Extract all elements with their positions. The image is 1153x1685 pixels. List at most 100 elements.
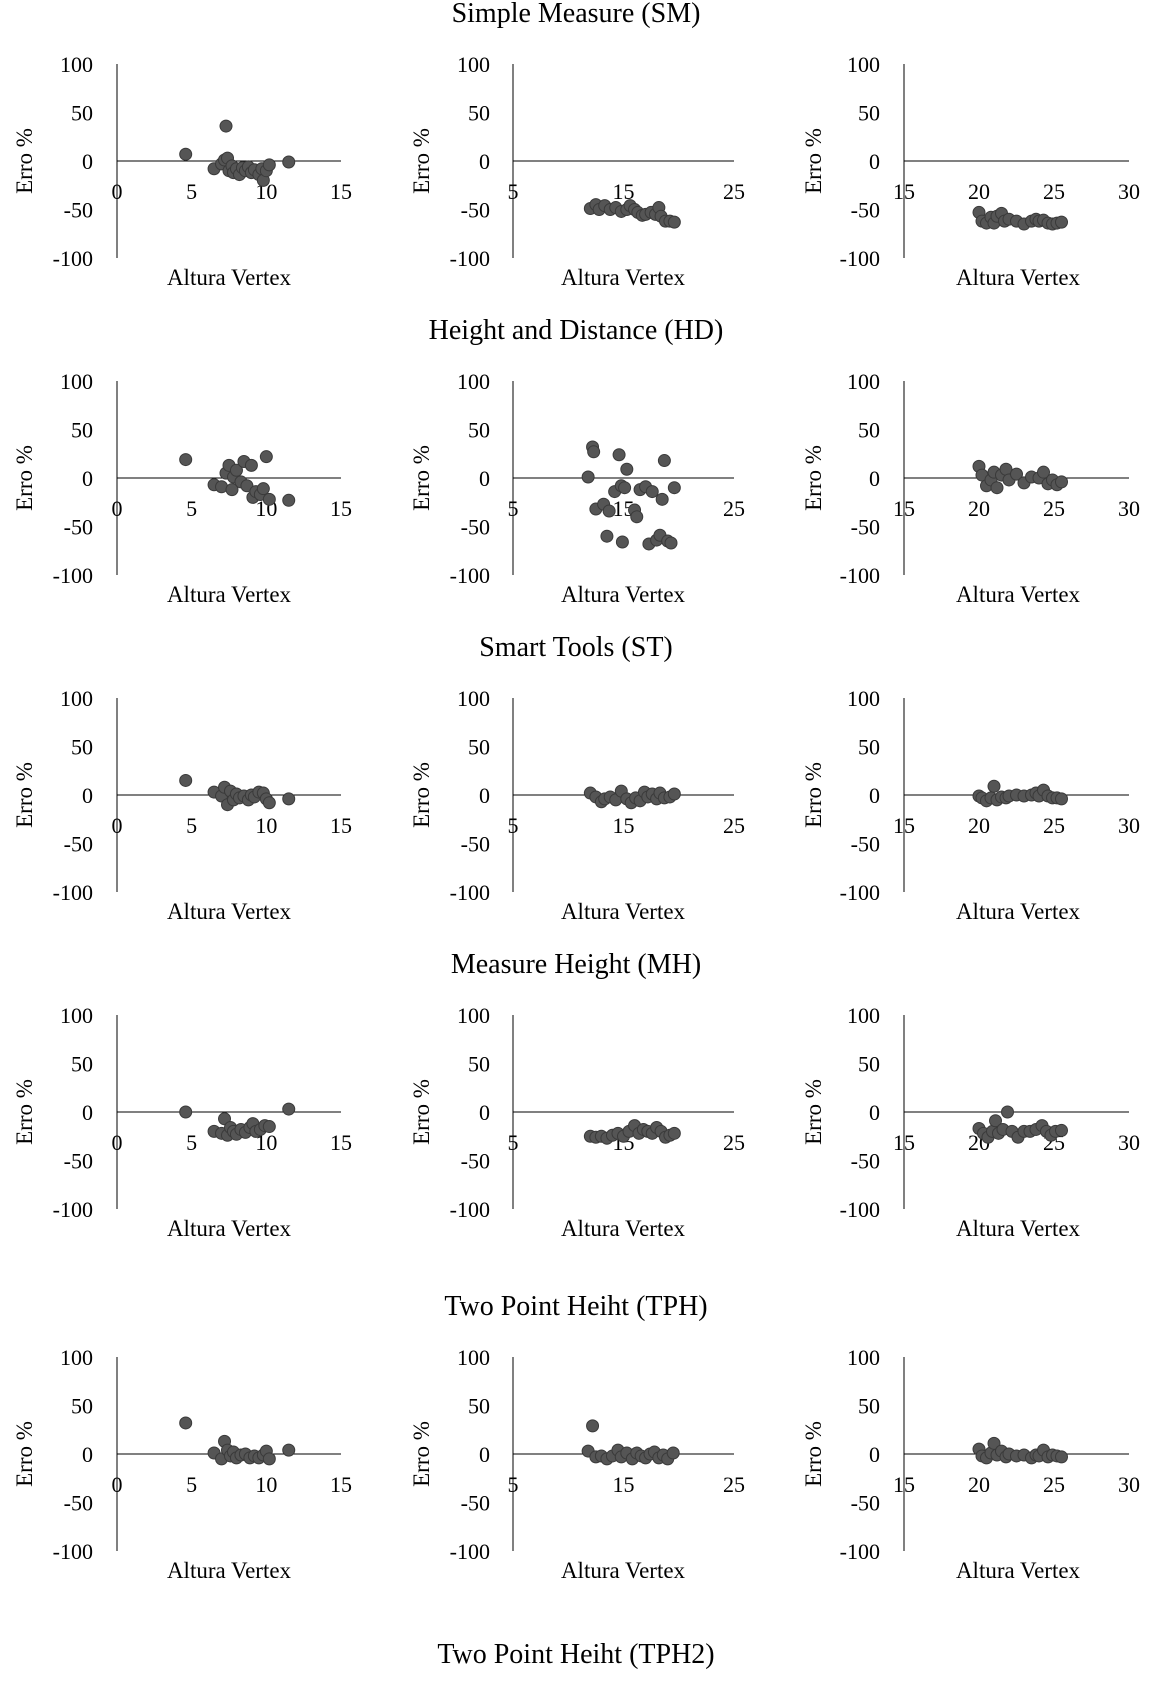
data-point [667, 1126, 681, 1140]
data-point [282, 1102, 296, 1116]
y-axis-label: Erro % [409, 445, 434, 511]
y-tick-label: 100 [60, 1003, 93, 1028]
y-tick-label: 0 [82, 149, 93, 174]
x-tick-label: 15 [330, 1130, 352, 1155]
x-tick-label: 15 [613, 179, 635, 204]
y-tick-label: -100 [53, 1539, 93, 1564]
y-tick-label: -100 [450, 1197, 490, 1222]
y-tick-label: 50 [858, 101, 880, 126]
y-tick-label: 100 [60, 369, 93, 394]
x-tick-label: 0 [112, 1472, 123, 1497]
y-tick-label: 50 [858, 418, 880, 443]
x-axis-label: Altura Vertex [956, 1216, 1081, 1241]
data-point [259, 450, 273, 464]
x-tick-label: 15 [893, 813, 915, 838]
y-tick-label: 0 [82, 1100, 93, 1125]
x-tick-label: 0 [112, 179, 123, 204]
x-axis-label: Altura Vertex [167, 265, 292, 290]
x-tick-label: 5 [186, 1130, 197, 1155]
x-tick-label: 30 [1118, 813, 1140, 838]
y-tick-label: 50 [71, 1394, 93, 1419]
x-tick-label: 30 [1118, 1472, 1140, 1497]
y-tick-label: 100 [847, 52, 880, 77]
y-tick-label: -50 [851, 1491, 880, 1516]
y-tick-label: -100 [450, 880, 490, 905]
y-tick-label: 50 [71, 418, 93, 443]
data-point [630, 510, 644, 524]
y-axis-label: Erro % [409, 762, 434, 828]
y-tick-label: 100 [60, 686, 93, 711]
data-point [262, 1120, 276, 1134]
y-tick-label: 0 [479, 783, 490, 808]
x-tick-label: 25 [1043, 813, 1065, 838]
y-tick-label: 50 [71, 101, 93, 126]
y-axis-label: Erro % [801, 1079, 826, 1145]
x-tick-label: 15 [330, 813, 352, 838]
row-title: Measure Height (MH) [451, 949, 701, 980]
y-tick-label: 100 [847, 369, 880, 394]
x-tick-label: 10 [255, 1472, 277, 1497]
y-tick-label: -50 [64, 832, 93, 857]
x-tick-label: 5 [186, 1472, 197, 1497]
x-tick-label: 25 [723, 179, 745, 204]
data-point [615, 535, 629, 549]
y-axis-label: Erro % [12, 445, 37, 511]
data-point [262, 796, 276, 810]
data-point [1037, 465, 1050, 479]
y-tick-label: -100 [840, 880, 880, 905]
y-tick-label: 0 [479, 1100, 490, 1125]
x-tick-label: 20 [968, 179, 990, 204]
x-axis-label: Altura Vertex [956, 582, 1081, 607]
data-point [262, 492, 276, 506]
data-point [667, 215, 681, 229]
data-point [262, 158, 276, 172]
x-tick-label: 0 [112, 496, 123, 521]
y-tick-label: -100 [53, 563, 93, 588]
x-tick-label: 15 [893, 1472, 915, 1497]
data-point [600, 529, 614, 543]
y-tick-label: 50 [71, 735, 93, 760]
data-point [282, 792, 296, 806]
data-point [1055, 1123, 1068, 1137]
y-tick-label: 0 [82, 783, 93, 808]
x-axis-label: Altura Vertex [561, 1558, 686, 1583]
x-tick-label: 30 [1118, 496, 1140, 521]
y-tick-label: -100 [450, 563, 490, 588]
y-axis-label: Erro % [12, 1079, 37, 1145]
x-tick-label: 5 [508, 1130, 519, 1155]
scatter-plot: 100 50 0 -50 -100 15 20 25 30 Altura Vertex Erro % [801, 686, 1140, 924]
y-axis-label: Erro % [12, 762, 37, 828]
data-point [179, 773, 193, 787]
x-tick-label: 25 [1043, 1472, 1065, 1497]
x-tick-label: 25 [1043, 179, 1065, 204]
y-tick-label: 50 [468, 101, 490, 126]
data-point [229, 463, 243, 477]
x-tick-label: 25 [723, 496, 745, 521]
x-tick-label: 10 [255, 813, 277, 838]
y-tick-label: -100 [840, 246, 880, 271]
x-tick-label: 20 [968, 1472, 990, 1497]
y-axis-label: Erro % [801, 128, 826, 194]
x-tick-label: 5 [508, 496, 519, 521]
data-point [667, 481, 681, 495]
y-tick-label: 50 [468, 1394, 490, 1419]
y-tick-label: 50 [71, 1052, 93, 1077]
data-point [618, 481, 632, 495]
scatter-plot: 100 50 0 -50 -100 15 20 25 30 Altura Vertex Erro % [801, 52, 1140, 290]
x-tick-label: 15 [893, 1130, 915, 1155]
x-tick-label: 5 [508, 179, 519, 204]
row-title: Two Point Heiht (TPH) [444, 1291, 707, 1322]
y-tick-label: 0 [479, 149, 490, 174]
y-tick-label: 0 [869, 466, 880, 491]
x-tick-label: 5 [508, 813, 519, 838]
